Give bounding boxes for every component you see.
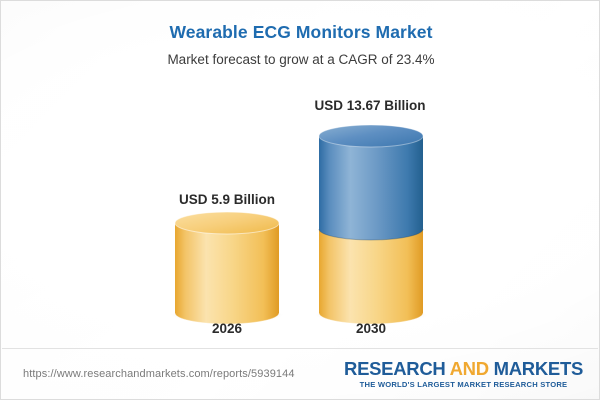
report-url-link[interactable]: https://www.researchandmarkets.com/repor…	[23, 368, 295, 380]
bar-cylinder-2030	[315, 124, 427, 325]
footer-divider	[2, 348, 598, 349]
logo-word-research: RESEARCH	[344, 358, 450, 379]
research-and-markets-logo[interactable]: RESEARCH AND MARKETS THE WORLD'S LARGEST…	[344, 359, 583, 390]
page-title: Wearable ECG Monitors Market	[169, 22, 433, 42]
logo-wordmark: RESEARCH AND MARKETS	[344, 359, 583, 378]
bar-cylinder-2026	[171, 211, 283, 325]
bar-category-label-2026: 2026	[211, 321, 243, 336]
logo-tagline: THE WORLD'S LARGEST MARKET RESEARCH STOR…	[359, 380, 568, 390]
bar-value-label-2030: USD 13.67 Billion	[314, 98, 426, 113]
bar-value-label-2026: USD 5.9 Billion	[178, 192, 276, 207]
logo-word-and: AND	[449, 358, 489, 379]
logo-word-markets: MARKETS	[488, 358, 584, 379]
footer: https://www.researchandmarkets.com/repor…	[1, 349, 599, 399]
bar-category-label-2030: 2030	[355, 321, 387, 336]
chart-subtitle: Market forecast to grow at a CAGR of 23.…	[167, 52, 435, 67]
